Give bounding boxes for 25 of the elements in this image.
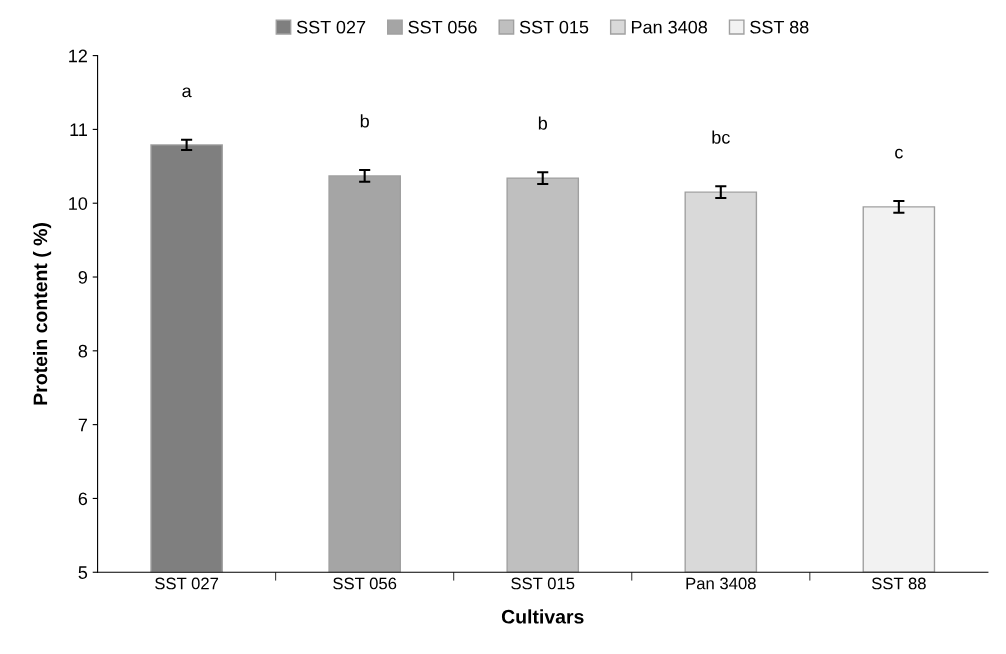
y-tick-label: 9	[78, 270, 87, 284]
y-tick-label: 12	[69, 49, 87, 63]
x-tick-label: SST 027	[155, 577, 219, 590]
x-tick-label: Pan 3408	[686, 577, 756, 590]
legend-label: SST 027	[296, 20, 366, 34]
annotation: a	[182, 87, 192, 98]
annotation: bc	[712, 130, 730, 144]
y-tick-label: 7	[78, 418, 87, 432]
annotation: c	[895, 148, 903, 159]
x-tick-label: SST 015	[511, 577, 575, 590]
annotation: b	[538, 116, 547, 130]
legend-label: Pan 3408	[631, 20, 708, 34]
legend-label: SST 88	[750, 20, 809, 34]
y-axis-title: Protein content ( %)	[32, 223, 52, 405]
x-tick-label: SST 056	[333, 577, 397, 590]
legend-label: SST 015	[519, 20, 589, 34]
y-tick-label: 6	[78, 492, 88, 506]
annotation: b	[360, 114, 369, 128]
x-axis-title: Cultivars	[501, 609, 584, 624]
y-tick-label: 11	[70, 123, 87, 136]
legend-label: SST 056	[408, 20, 477, 34]
y-tick-label: 8	[78, 344, 88, 358]
y-tick-label: 5	[78, 566, 88, 579]
x-tick-label: SST 88	[871, 577, 926, 590]
y-tick-label: 10	[69, 197, 88, 210]
